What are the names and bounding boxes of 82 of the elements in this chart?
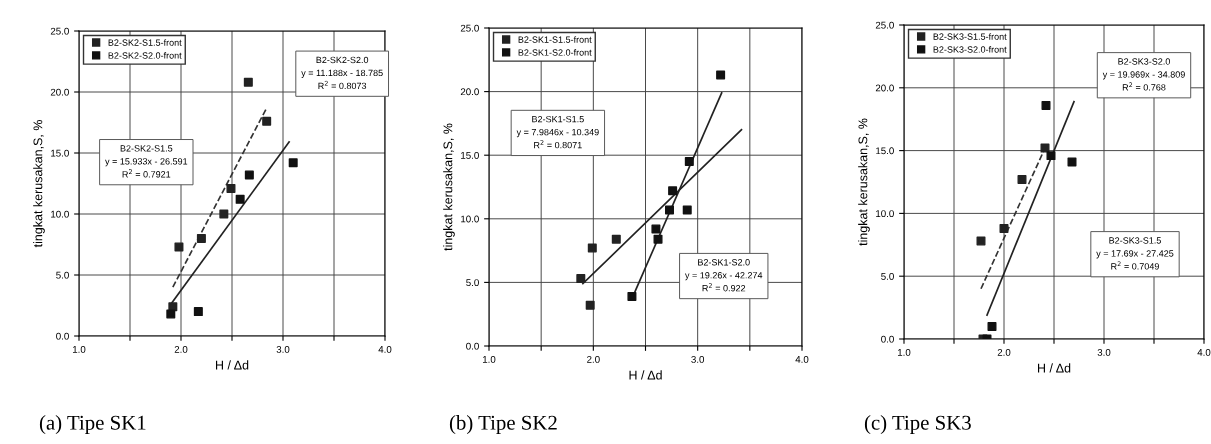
y-tick-label: 20.0	[460, 88, 479, 96]
x-tick-label: 4.0	[378, 345, 392, 353]
point	[627, 291, 637, 301]
y-tick-label: 25.0	[50, 27, 69, 35]
point	[1046, 151, 1056, 161]
point	[668, 186, 678, 196]
annotation: B2-SK3-S1.5 y = 17.69x - 27.425 R$^{2}$ = 0.7049	[1096, 237, 1174, 270]
y-tick-label: 25.0	[460, 24, 479, 32]
point	[585, 300, 595, 310]
x-tick-label: 2.0	[997, 348, 1011, 356]
annotation: B2-SK1-S2.0 y = 19.26x - 42.274 R$^{2}$ = 0.922	[685, 259, 763, 292]
annotation: B2-SK1-S1.5 y = 7.9846x - 10.349 R$^{2}$ = 0.8071	[516, 115, 599, 149]
y-tick-label: 5.0	[881, 272, 894, 280]
y-axis-title: tingkat kerusakan,S, %	[33, 120, 45, 248]
point	[243, 77, 253, 87]
x-tick-label: 1.0	[482, 355, 496, 363]
point	[235, 194, 245, 204]
point	[168, 302, 178, 312]
point	[999, 223, 1009, 233]
point	[684, 157, 694, 167]
y-tick-label: 25.0	[875, 21, 894, 29]
point	[653, 234, 663, 244]
point	[1041, 100, 1051, 110]
point	[1017, 174, 1027, 184]
x-tick-label: 2.0	[174, 345, 188, 353]
y-tick-label: 15.0	[461, 151, 479, 159]
point	[244, 170, 254, 180]
legend-label: B2-SK3-S2.0-front	[933, 46, 1007, 53]
y-tick-label: 0.0	[56, 332, 69, 340]
y-tick-label: 20.0	[875, 84, 894, 92]
x-tick-label: 2.0	[587, 355, 600, 363]
text: (b) Tipe SK2	[449, 415, 557, 434]
point	[682, 205, 692, 215]
y-tick-label: 15.0	[51, 149, 69, 157]
annotation: B2-SK2-S2.0 y = 11.188x - 18.785 R$^{2}$ = 0.8073	[301, 56, 383, 90]
x-tick-label: 4.0	[1197, 348, 1211, 356]
y-tick-label: 15.0	[876, 147, 894, 155]
y-axis-title: tingkat kerusakan,S, %	[858, 118, 870, 246]
legend-label: B2-SK1-S1.5-front	[518, 36, 592, 43]
x-axis-title: H / Δd	[1038, 363, 1071, 373]
point	[976, 236, 986, 246]
annotation: B2-SK3-S2.0 y = 19.969x - 34.809 R$^{2}$ = 0.768	[1102, 58, 1185, 91]
point	[576, 274, 586, 284]
point	[1067, 157, 1077, 167]
point	[587, 243, 597, 253]
y-tick-label: 5.0	[56, 271, 69, 279]
point	[226, 183, 236, 193]
legend-label: B2-SK2-S1.5-front	[108, 39, 182, 46]
x-axis-title: H / Δd	[629, 370, 662, 380]
point	[987, 321, 997, 331]
point	[611, 234, 621, 244]
y-tick-label: 10.0	[461, 215, 479, 223]
y-tick-label: 0.0	[881, 335, 894, 343]
point	[651, 224, 661, 234]
legend-label: B2-SK2-S2.0-front	[108, 52, 182, 59]
x-tick-label: 3.0	[691, 355, 705, 363]
y-tick-label: 5.0	[466, 279, 479, 287]
point	[262, 116, 272, 126]
x-axis-title: H / Δd	[216, 360, 249, 370]
y-tick-label: 20.0	[50, 88, 69, 96]
point	[166, 309, 176, 319]
y-axis-title: tingkat kerusakan,S, %	[443, 123, 455, 251]
legend-label: B2-SK3-S1.5-front	[933, 33, 1007, 40]
annotation: B2-SK2-S1.5 y = 15.933x - 26.591 R$^{2}$ = 0.7921	[105, 145, 188, 178]
x-tick-label: 4.0	[795, 355, 809, 363]
point	[196, 233, 206, 243]
y-tick-label: 0.0	[466, 342, 479, 350]
text: (a) Tipe SK1	[39, 415, 146, 434]
x-tick-label: 3.0	[1097, 348, 1111, 356]
text: (c) Tipe SK3	[864, 415, 971, 434]
x-tick-label: 3.0	[276, 345, 290, 353]
point	[193, 307, 203, 317]
point	[288, 158, 298, 168]
point	[664, 205, 674, 215]
point	[219, 209, 229, 219]
x-tick-label: 1.0	[897, 348, 911, 356]
legend-label: B2-SK1-S2.0-front	[518, 49, 592, 56]
y-tick-label: 10.0	[51, 210, 69, 218]
y-tick-label: 10.0	[876, 210, 894, 218]
point	[716, 70, 726, 80]
point	[174, 242, 184, 252]
x-tick-label: 1.0	[72, 345, 86, 353]
